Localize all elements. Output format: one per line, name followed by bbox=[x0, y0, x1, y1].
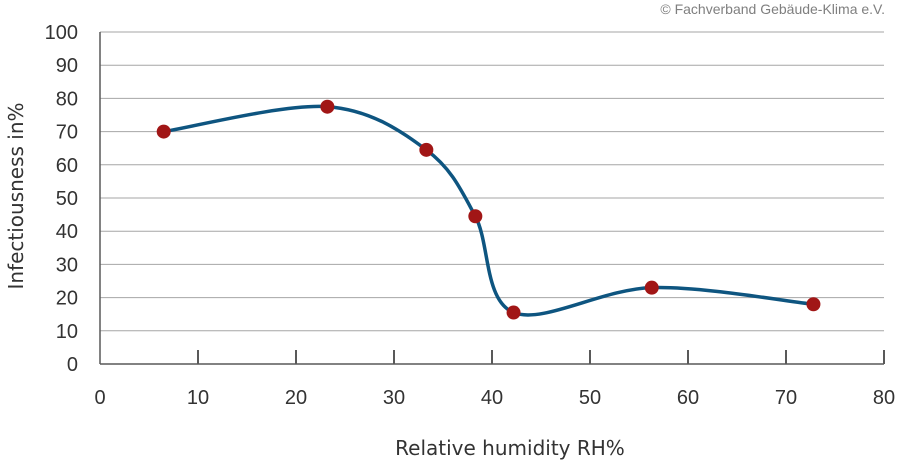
y-tick-label-50: 50 bbox=[56, 188, 78, 210]
x-tick-label-70: 70 bbox=[775, 387, 797, 409]
data-point-6 bbox=[806, 297, 821, 312]
y-axis-title: Infectiousness in% bbox=[4, 102, 28, 289]
x-tick-label-30: 30 bbox=[383, 387, 405, 409]
x-axis-title: Relative humidity RH% bbox=[395, 436, 625, 460]
y-tick-label-70: 70 bbox=[56, 122, 78, 144]
axes bbox=[99, 32, 885, 365]
x-tick-label-10: 10 bbox=[187, 387, 209, 409]
copyright-notice: © Fachverband Gebäude-Klima e.V. bbox=[660, 1, 885, 17]
x-tick-label-80: 80 bbox=[873, 387, 895, 409]
data-series bbox=[156, 99, 821, 320]
y-tick-label-0: 0 bbox=[67, 354, 78, 376]
x-tick-label-40: 40 bbox=[481, 387, 503, 409]
y-tick-label-20: 20 bbox=[56, 288, 78, 310]
x-tick-label-0: 0 bbox=[94, 387, 105, 409]
x-tick-label-20: 20 bbox=[285, 387, 307, 409]
data-point-1 bbox=[320, 99, 335, 114]
data-point-4 bbox=[506, 305, 521, 320]
data-point-2 bbox=[419, 142, 434, 157]
y-tick-label-90: 90 bbox=[56, 55, 78, 77]
y-tick-label-40: 40 bbox=[56, 221, 78, 243]
y-tick-label-30: 30 bbox=[56, 254, 78, 276]
x-tick-label-50: 50 bbox=[579, 387, 601, 409]
grid-lines bbox=[100, 31, 884, 332]
y-tick-label-60: 60 bbox=[56, 155, 78, 177]
data-point-0 bbox=[156, 124, 171, 139]
data-point-5 bbox=[644, 280, 659, 295]
y-tick-label-80: 80 bbox=[56, 88, 78, 110]
data-point-3 bbox=[468, 209, 483, 224]
y-tick-label-10: 10 bbox=[56, 321, 78, 343]
series-line-0 bbox=[161, 104, 816, 317]
y-tick-label-100: 100 bbox=[45, 22, 78, 44]
tick-labels: 0 10 20 30 40 50 60 70 80 90 100 0 10 20 30 40 50 60 70 80 bbox=[45, 22, 896, 409]
x-tick-label-60: 60 bbox=[677, 387, 699, 409]
